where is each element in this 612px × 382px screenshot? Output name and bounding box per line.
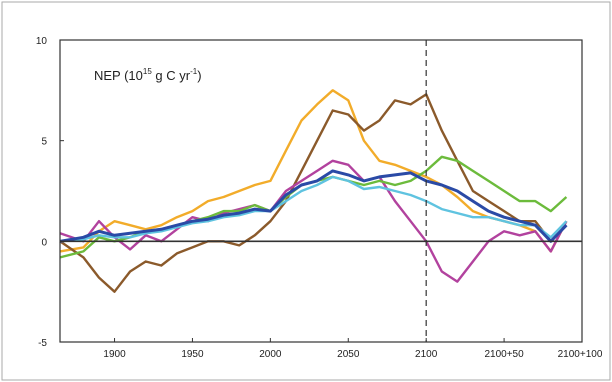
series-line-5 bbox=[59, 175, 568, 243]
x-tick-label-7: 2100+100 bbox=[558, 349, 603, 360]
x-tick-label-4: 2050 bbox=[337, 349, 360, 360]
series-line-3 bbox=[59, 159, 568, 283]
title-exponent: 15 bbox=[143, 67, 152, 76]
y-tick-label-2: 0 bbox=[41, 237, 47, 248]
title-close: ) bbox=[197, 68, 201, 83]
x-tick-label-2: 1950 bbox=[181, 349, 204, 360]
series-line-2 bbox=[59, 93, 568, 293]
series-line-6 bbox=[59, 169, 568, 243]
y-tick-label-1: -5 bbox=[38, 338, 47, 349]
title-rest: g C yr bbox=[152, 68, 191, 83]
plot-frame bbox=[59, 39, 583, 343]
axis-ticks: 1900 1950 2000 2050 2100 2100+50 2100+100 -5 0 5 1… bbox=[36, 36, 603, 360]
series-line-1 bbox=[59, 89, 568, 253]
data-series-group bbox=[59, 89, 568, 293]
x-tick-label-6: 2100+50 bbox=[484, 349, 524, 360]
x-tick-label-1: 1900 bbox=[103, 349, 126, 360]
y-tick-label-4: 10 bbox=[36, 36, 48, 47]
chart-title: NEP (1015 g C yr-1) bbox=[94, 67, 202, 83]
title-unit-exponent: -1 bbox=[190, 67, 198, 76]
title-text: NEP (10 bbox=[94, 68, 143, 83]
y-tick-label-3: 5 bbox=[41, 137, 47, 148]
x-tick-label-3: 2000 bbox=[259, 349, 282, 360]
x-tick-label-5: 2100 bbox=[415, 349, 438, 360]
reference-lines bbox=[60, 40, 582, 342]
